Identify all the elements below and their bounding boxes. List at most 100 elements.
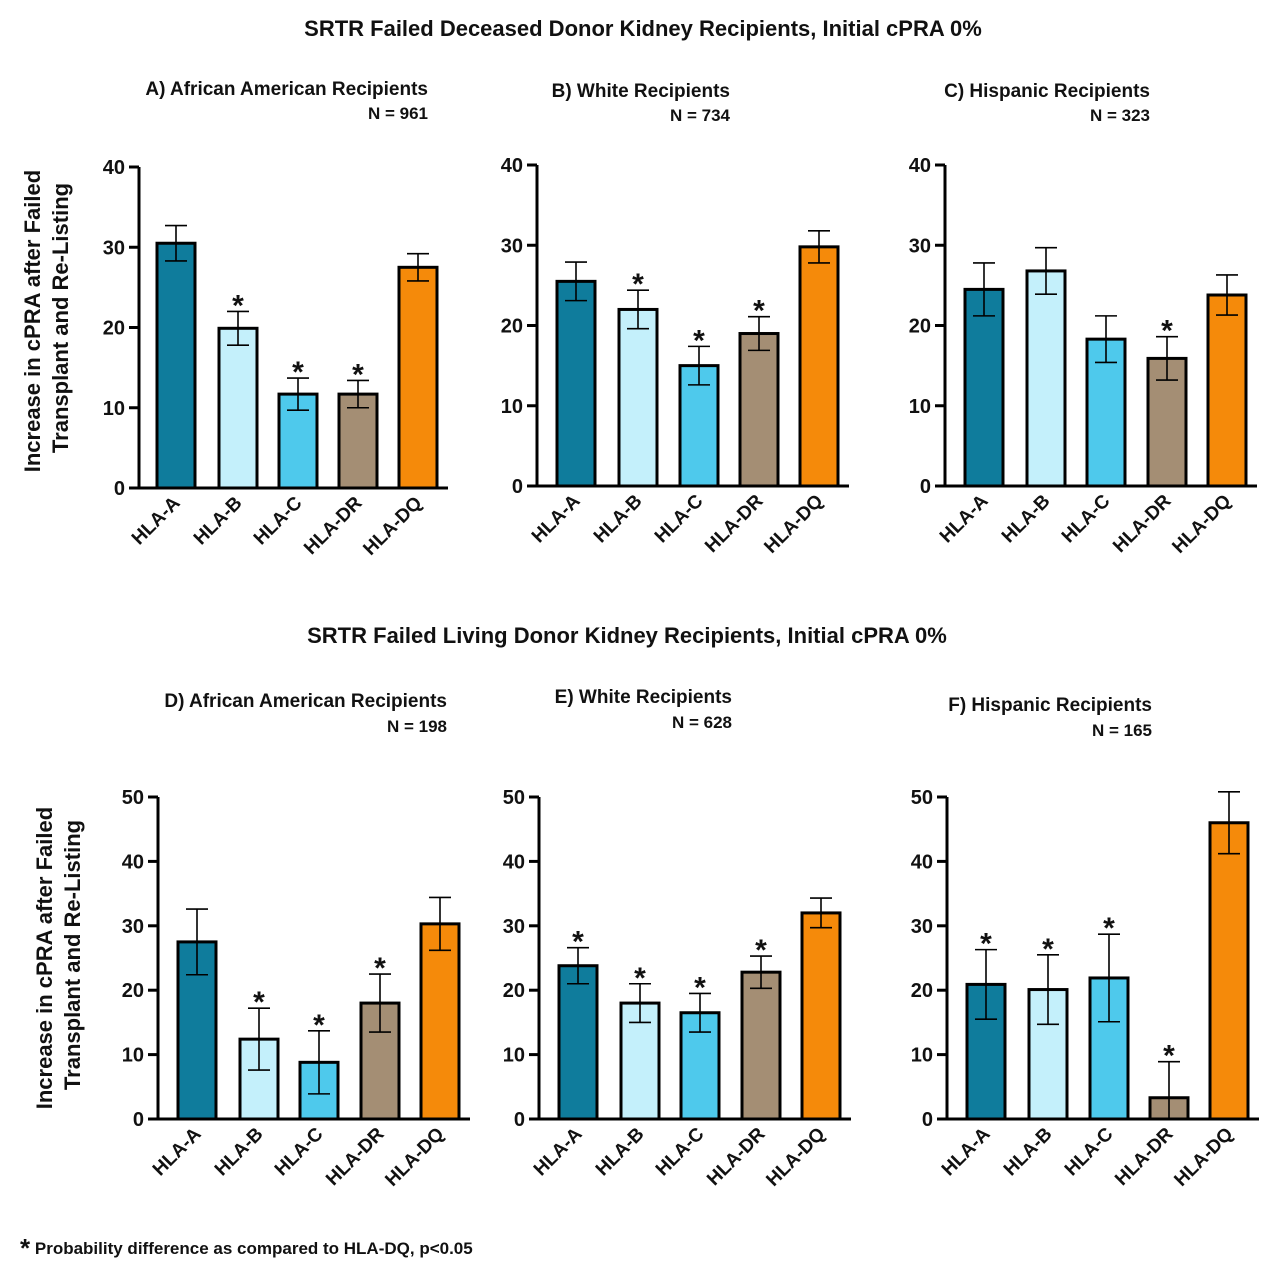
panel-b-y-tick-label: 30 — [501, 235, 523, 257]
panel-a-y-tick-label: 30 — [103, 237, 125, 259]
panel-f-y-tick-label: 0 — [922, 1109, 933, 1131]
panel-b-y-tick-label: 40 — [501, 155, 523, 177]
panel-d-significance-asterisk: * — [253, 986, 265, 1019]
panel-d-x-tick-label: HLA-B — [211, 1124, 268, 1181]
panel-a-bar-hla-dq — [397, 265, 439, 490]
panel-a-bar-hla-a — [155, 241, 197, 490]
panel-d-significance-asterisk: * — [313, 1009, 325, 1042]
panel-a-x-tick-label: HLA-C — [250, 492, 307, 549]
panel-e-title: E) White Recipients — [555, 687, 732, 708]
panel-f-y-tick-label: 30 — [911, 916, 933, 938]
panel-e-n: N = 628 — [672, 713, 732, 732]
panel-a-title: A) African American Recipients — [145, 79, 428, 100]
panel-f-x-tick-label: HLA-DQ — [1170, 1124, 1237, 1191]
panel-f-significance-asterisk: * — [980, 928, 992, 961]
panel-c-bar-hla-a — [963, 287, 1005, 488]
panel-c-y-tick-label: 10 — [909, 396, 931, 418]
panel-e-x-tick-label: HLA-A — [530, 1123, 587, 1180]
panel-f-significance-asterisk: * — [1042, 933, 1054, 966]
panel-a-bar-hla-b — [217, 326, 259, 490]
panel-b-y-tick-label: 10 — [501, 396, 523, 418]
panel-e-x-tick-label: HLA-DQ — [762, 1124, 829, 1191]
panel-e-y-tick-label: 20 — [503, 980, 525, 1002]
panel-b-title: B) White Recipients — [552, 81, 730, 102]
panel-d-y-tick-label: 10 — [122, 1045, 144, 1067]
panel-e-x-tick-label: HLA-DR — [703, 1123, 770, 1190]
y-axis-label-top-line2: Transplant and Re-Listing — [48, 183, 73, 453]
panel-e-bar-hla-dr — [740, 970, 782, 1121]
panel-c-x-tick-label: HLA-A — [936, 490, 993, 547]
footnote: * Probability difference as compared to … — [20, 1233, 473, 1263]
panel-c-x-tick-label: HLA-DR — [1109, 490, 1176, 557]
panel-a-significance-asterisk: * — [352, 358, 364, 391]
panel-a-x-tick-label: HLA-DQ — [359, 493, 426, 560]
panel-a: A) African American Recipients N = 961 0 10… — [103, 79, 448, 560]
panel-d-bar-hla-dq — [419, 922, 461, 1121]
panel-e: E) White Recipients N = 628 0 10 20 30 40 50 * HL… — [503, 687, 851, 1191]
panel-a-bar-hla-c — [277, 392, 319, 490]
panel-d-y-tick-label: 0 — [133, 1109, 144, 1131]
panel-b-y-tick-label: 20 — [501, 316, 523, 338]
panel-e-y-tick-label: 30 — [503, 916, 525, 938]
panel-b: B) White Recipients N = 734 0 10 20 30 40 HLA-A… — [501, 81, 849, 558]
panel-e-significance-asterisk: * — [634, 962, 646, 995]
panel-b-significance-asterisk: * — [693, 324, 705, 357]
panel-f: F) Hispanic Recipients N = 165 0 10 20 30 40 50… — [911, 695, 1259, 1191]
panel-e-bar-hla-c — [679, 1011, 721, 1121]
panel-c-y-tick-label: 30 — [909, 235, 931, 257]
panel-e-y-tick-label: 10 — [503, 1045, 525, 1067]
panel-c-title: C) Hispanic Recipients — [944, 81, 1150, 102]
panel-a-x-tick-label: HLA-A — [128, 492, 185, 549]
panel-a-y-tick-label: 0 — [114, 478, 125, 500]
panel-d-y-tick-label: 20 — [122, 980, 144, 1002]
panel-c-n: N = 323 — [1090, 106, 1150, 125]
panel-d-x-tick-label: HLA-DQ — [381, 1124, 448, 1191]
panel-b-bar-hla-dr — [738, 332, 780, 488]
panel-b-bar-hla-dq — [798, 245, 840, 488]
panel-c-x-tick-label: HLA-C — [1058, 490, 1115, 547]
panel-a-y-tick-label: 40 — [103, 157, 125, 179]
panel-f-n: N = 165 — [1092, 721, 1152, 740]
panel-a-x-tick-label: HLA-B — [190, 493, 247, 550]
panel-c-significance-asterisk: * — [1161, 315, 1173, 348]
panel-e-bar-hla-a — [557, 964, 599, 1121]
panel-a-y-tick-label: 20 — [103, 318, 125, 340]
panel-a-y-tick-label: 10 — [103, 398, 125, 420]
y-axis-label-bottom-line2: Transplant and Re-Listing — [60, 820, 85, 1090]
y-axis-label-bottom-line1: Increase in cPRA after Failed — [32, 807, 57, 1109]
panel-f-y-tick-label: 10 — [911, 1045, 933, 1067]
panel-d-x-tick-label: HLA-DR — [322, 1123, 389, 1190]
panel-e-y-tick-label: 50 — [503, 787, 525, 809]
panel-b-significance-asterisk: * — [753, 295, 765, 328]
panel-f-x-tick-label: HLA-C — [1061, 1123, 1118, 1180]
panel-a-x-tick-label: HLA-DR — [300, 492, 367, 559]
panel-d-significance-asterisk: * — [374, 952, 386, 985]
panel-e-x-tick-label: HLA-C — [652, 1123, 709, 1180]
panel-d-n: N = 198 — [387, 717, 447, 736]
panel-c-x-tick-label: HLA-DQ — [1168, 491, 1235, 558]
panel-f-significance-asterisk: * — [1103, 912, 1115, 945]
panel-c-bar-hla-c — [1085, 337, 1127, 488]
panel-f-significance-asterisk: * — [1163, 1040, 1175, 1073]
panel-b-x-tick-label: HLA-A — [528, 490, 585, 547]
panel-e-y-tick-label: 40 — [503, 851, 525, 873]
section-title-deceased: SRTR Failed Deceased Donor Kidney Recipi… — [304, 16, 982, 41]
panel-f-x-tick-label: HLA-DR — [1111, 1123, 1178, 1190]
panel-b-x-tick-label: HLA-C — [651, 490, 708, 547]
panel-c-y-tick-label: 20 — [909, 316, 931, 338]
panel-f-title: F) Hispanic Recipients — [948, 695, 1152, 716]
section-title-living: SRTR Failed Living Donor Kidney Recipien… — [307, 623, 947, 648]
panel-b-y-tick-label: 0 — [512, 476, 523, 498]
panel-d: D) African American Recipients N = 198 0 10… — [122, 691, 470, 1191]
panel-c-bar-hla-dq — [1206, 293, 1248, 488]
panel-e-y-tick-label: 0 — [514, 1109, 525, 1131]
panel-b-x-tick-label: HLA-DR — [701, 490, 768, 557]
panel-d-y-tick-label: 30 — [122, 916, 144, 938]
panel-d-y-tick-label: 50 — [122, 787, 144, 809]
panel-c-bar-hla-b — [1025, 269, 1067, 488]
panel-b-n: N = 734 — [670, 106, 731, 125]
panel-f-x-tick-label: HLA-B — [1000, 1124, 1057, 1181]
panel-d-x-tick-label: HLA-C — [271, 1123, 328, 1180]
panel-a-significance-asterisk: * — [232, 289, 244, 322]
panel-c-y-tick-label: 0 — [920, 476, 931, 498]
